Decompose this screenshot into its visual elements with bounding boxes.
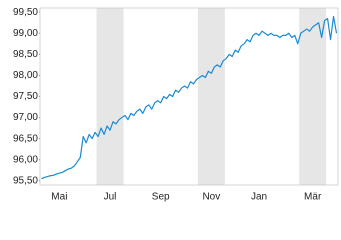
y-tick-label: 96,00 xyxy=(13,154,38,165)
chart: 95,50 96,00 96,50 97,00 97,50 98,00 98,50 99,00… xyxy=(13,7,339,203)
x-tick-label: Jul xyxy=(104,192,117,203)
y-tick-label: 98,00 xyxy=(13,70,38,81)
x-tick-label: Jan xyxy=(251,192,267,203)
x-tick-label: Sep xyxy=(152,192,170,203)
y-tick-label: 97,00 xyxy=(13,112,38,123)
y-tick-label: 96,50 xyxy=(13,133,38,144)
x-tick-label: Mär xyxy=(304,192,322,203)
month-band xyxy=(197,8,225,185)
month-band xyxy=(96,8,124,185)
plot-area xyxy=(40,8,338,185)
y-tick-label: 99,00 xyxy=(13,28,38,39)
price-line xyxy=(41,15,338,180)
y-tick-label: 95,50 xyxy=(13,175,38,186)
x-tick-label: Mai xyxy=(51,192,67,203)
y-tick-label: 97,50 xyxy=(13,91,38,102)
y-tick-label: 98,50 xyxy=(13,49,38,60)
x-tick-label: Nov xyxy=(202,192,220,203)
y-tick-label: 99,50 xyxy=(13,7,38,18)
